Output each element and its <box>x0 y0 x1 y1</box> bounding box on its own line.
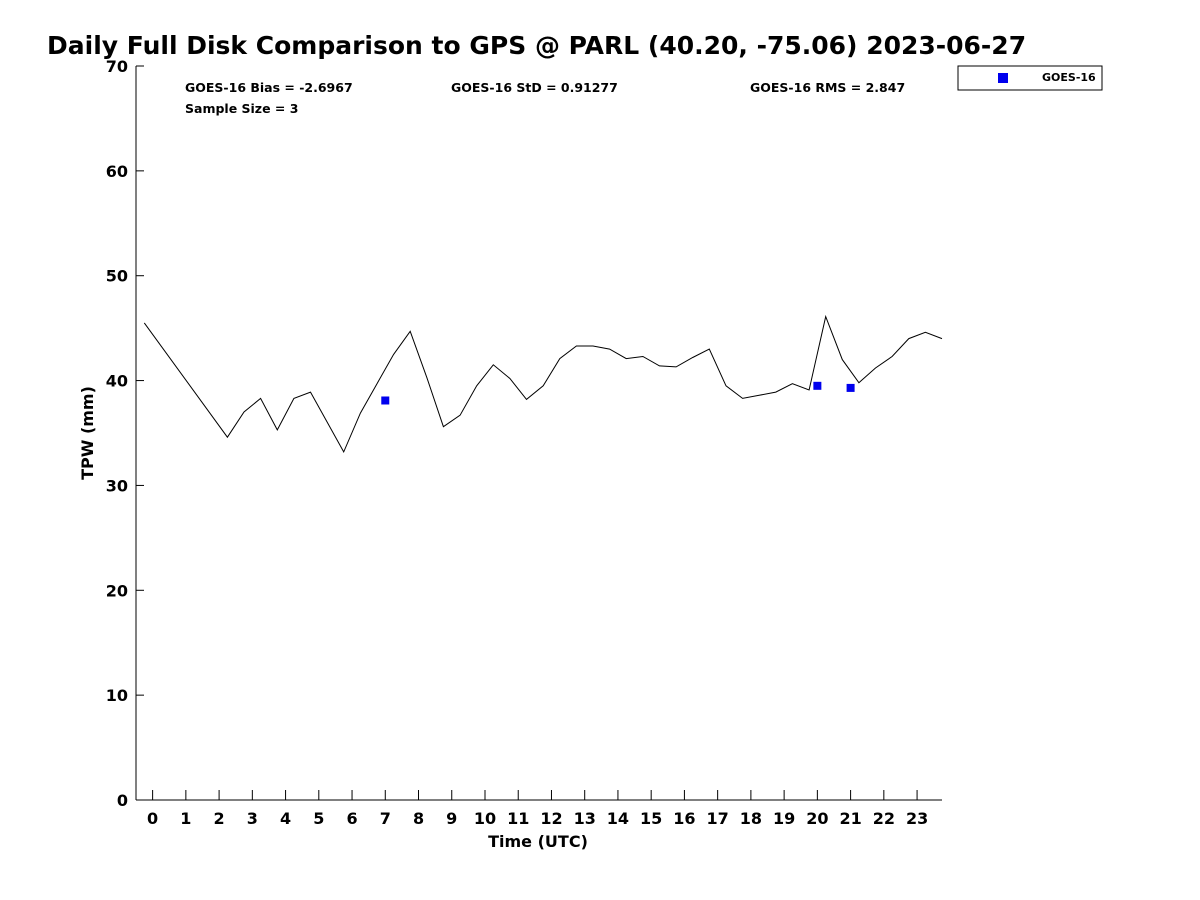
std-annotation: GOES-16 StD = 0.91277 <box>451 80 618 95</box>
goes-16-data-point <box>381 396 390 405</box>
x-tick-label: 19 <box>773 809 795 828</box>
x-tick-label: 14 <box>607 809 629 828</box>
axes <box>135 66 942 801</box>
legend-label-goes-16: GOES-16 <box>1042 71 1096 84</box>
legend: GOES-16 <box>957 65 1103 91</box>
goes-16-data-point <box>813 381 822 390</box>
x-axis-label: Time (UTC) <box>488 832 588 851</box>
x-ticks: 0 1 2 3 4 5 6 7 8 9 10 11 12 13 14 15 16 17 18 19 20 21 22 23 <box>147 790 928 828</box>
x-tick-label: 5 <box>313 809 324 828</box>
goes-16-data-point <box>846 383 855 392</box>
y-tick-label: 20 <box>106 581 128 600</box>
x-tick-label: 1 <box>180 809 191 828</box>
x-tick-label: 20 <box>806 809 828 828</box>
x-tick-label: 17 <box>707 809 729 828</box>
sample-size-annotation: Sample Size = 3 <box>185 101 298 116</box>
x-tick-label: 6 <box>346 809 357 828</box>
x-tick-label: 7 <box>380 809 391 828</box>
y-tick-label: 50 <box>106 267 128 286</box>
legend-box <box>957 65 1103 91</box>
x-tick-label: 23 <box>906 809 928 828</box>
rms-annotation: GOES-16 RMS = 2.847 <box>750 80 905 95</box>
y-tick-label: 40 <box>106 372 128 391</box>
y-ticks: 0 10 20 30 40 50 60 70 <box>106 57 144 810</box>
gps-tpw-series-line <box>143 314 943 454</box>
x-tick-label: 8 <box>413 809 424 828</box>
y-tick-label: 10 <box>106 686 128 705</box>
bias-annotation: GOES-16 Bias = -2.6967 <box>185 80 353 95</box>
x-tick-label: 4 <box>280 809 291 828</box>
y-tick-label: 70 <box>106 57 128 76</box>
x-tick-label: 15 <box>640 809 662 828</box>
y-tick-label: 0 <box>117 791 128 810</box>
x-tick-label: 16 <box>673 809 695 828</box>
x-tick-label: 9 <box>446 809 457 828</box>
x-tick-label: 3 <box>247 809 258 828</box>
x-tick-label: 12 <box>540 809 562 828</box>
x-tick-label: 13 <box>574 809 596 828</box>
x-tick-label: 0 <box>147 809 158 828</box>
x-tick-label: 2 <box>214 809 225 828</box>
stats-annotations: GOES-16 Bias = -2.6967 GOES-16 StD = 0.9… <box>185 80 905 116</box>
chart-title: Daily Full Disk Comparison to GPS @ PARL… <box>47 31 1026 60</box>
x-tick-label: 21 <box>839 809 861 828</box>
y-axis-label: TPW (mm) <box>78 386 97 480</box>
x-tick-label: 11 <box>507 809 529 828</box>
legend-marker-goes-16 <box>998 73 1008 83</box>
y-tick-label: 30 <box>106 476 128 495</box>
plot-area <box>143 314 943 454</box>
x-tick-label: 18 <box>740 809 762 828</box>
x-tick-label: 22 <box>873 809 895 828</box>
x-tick-label: 10 <box>474 809 496 828</box>
y-tick-label: 60 <box>106 162 128 181</box>
